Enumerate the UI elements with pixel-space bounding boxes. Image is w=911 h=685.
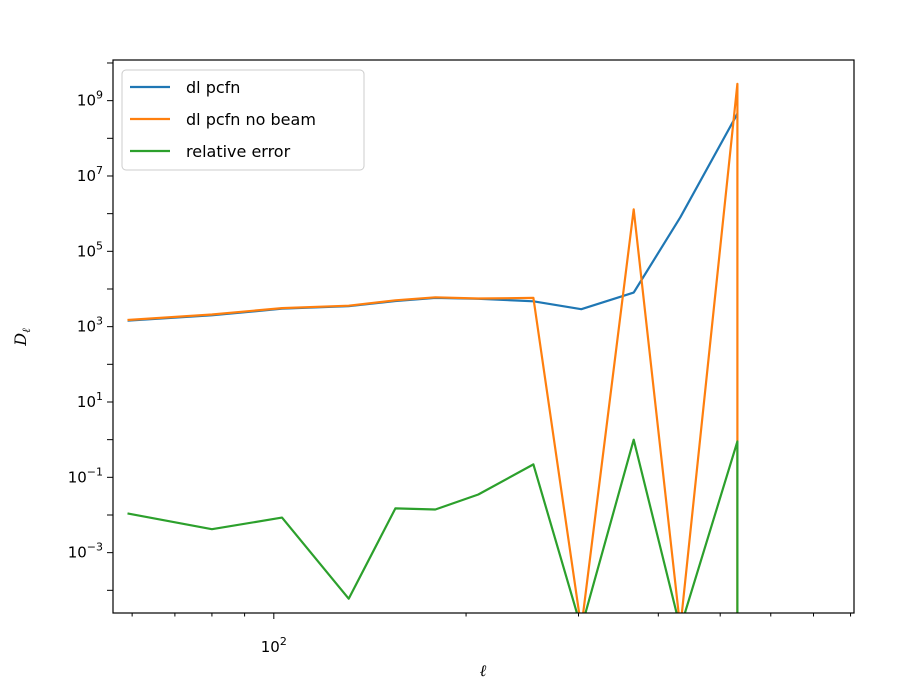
y-tick-label: 10−3 (68, 541, 103, 562)
legend-box (121, 69, 365, 171)
y-tick-label: 101 (77, 390, 103, 411)
y-tick-label: 105 (77, 239, 103, 260)
y-tick-label: 103 (77, 315, 103, 336)
series-line-2 (127, 438, 739, 613)
y-tick-label: 109 (77, 89, 103, 110)
x-tick-label: 102 (261, 635, 287, 656)
y-axis-ticks: 10−3 10−1 101 103 105 107 109 (68, 62, 113, 591)
y-tick-label: 10−1 (68, 465, 103, 486)
legend-label-2: relative error (186, 142, 291, 161)
legend-label-1: dl pcfn no beam (186, 110, 316, 129)
plot-frame (112, 59, 855, 614)
x-axis-ticks: 102 (131, 613, 852, 656)
y-axis-label: Dℓ (11, 328, 33, 347)
x-axis-label: ℓ (480, 661, 487, 680)
legend-label-0: dl pcfn (186, 78, 240, 97)
series-line-1 (127, 82, 739, 613)
legend: dl pcfn dl pcfn no beam relative error (121, 69, 365, 171)
y-tick-label: 107 (77, 164, 103, 185)
series-lines (127, 82, 739, 613)
